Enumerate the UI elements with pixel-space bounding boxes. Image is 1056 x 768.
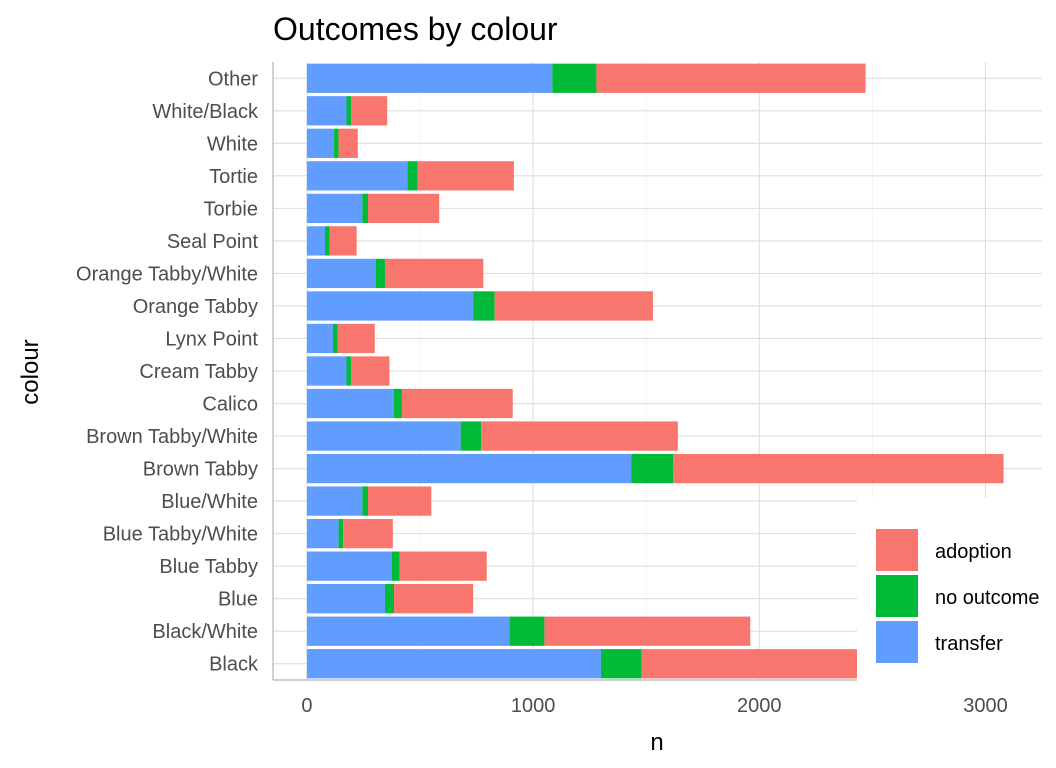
bar-adoption <box>337 323 375 354</box>
chart-title: Outcomes by colour <box>273 11 558 47</box>
y-tick-label: Black <box>209 654 259 676</box>
bar-adoption <box>329 226 357 256</box>
bar-no-outcome <box>334 128 339 158</box>
bar-no-outcome <box>362 193 368 224</box>
y-tick-label: Black/White <box>152 621 258 643</box>
bar-no-outcome <box>391 551 400 581</box>
y-tick-label: Other <box>208 68 258 90</box>
bar-adoption <box>641 649 860 679</box>
y-axis-title: colour <box>17 339 44 404</box>
bar-no-outcome <box>362 486 368 516</box>
bar-adoption <box>481 421 678 451</box>
legend-label: transfer <box>935 633 1003 655</box>
y-tick-label: Calico <box>202 394 258 416</box>
bar-adoption <box>367 193 440 224</box>
bar-transfer <box>306 258 376 289</box>
bar-adoption <box>401 388 513 419</box>
bar-no-outcome <box>338 518 344 549</box>
bar-adoption <box>544 616 751 646</box>
y-tick-label: Orange Tabby/White <box>76 263 258 285</box>
bar-no-outcome <box>509 616 545 646</box>
bar-no-outcome <box>375 258 385 289</box>
bar-transfer <box>306 161 408 191</box>
x-tick-labels: 0 1000 2000 3000 <box>301 695 1007 717</box>
bar-no-outcome <box>384 584 395 614</box>
bar-transfer <box>306 453 632 484</box>
bar-adoption <box>494 291 653 321</box>
bar-adoption <box>338 128 358 158</box>
legend-label: no outcome <box>935 587 1040 609</box>
bar-transfer <box>306 128 335 158</box>
y-tick-label: Tortie <box>209 166 258 188</box>
y-tick-label: Blue <box>218 589 258 611</box>
bar-no-outcome <box>325 226 330 256</box>
bar-no-outcome <box>473 291 495 321</box>
bar-no-outcome <box>631 453 674 484</box>
bar-transfer <box>306 226 326 256</box>
bar-no-outcome <box>552 63 597 93</box>
bar-transfer <box>306 96 347 126</box>
bar-adoption <box>367 486 432 516</box>
y-tick-label: Orange Tabby <box>133 296 258 318</box>
bar-transfer <box>306 388 395 419</box>
bars <box>306 63 1004 679</box>
bar-transfer <box>306 551 392 581</box>
bar-adoption <box>351 356 390 386</box>
bar-transfer <box>306 193 363 224</box>
y-tick-label: Blue Tabby <box>159 556 258 578</box>
legend-label: adoption <box>935 541 1012 563</box>
bar-no-outcome <box>600 649 642 679</box>
y-tick-label: Torbie <box>204 198 258 220</box>
y-tick-label: Brown Tabby <box>143 459 258 481</box>
x-tick-label: 0 <box>301 695 312 717</box>
bar-no-outcome <box>407 161 418 191</box>
bar-transfer <box>306 649 601 679</box>
x-axis-title: n <box>650 729 663 756</box>
bar-transfer <box>306 323 333 354</box>
x-tick-label: 3000 <box>963 695 1008 717</box>
bar-adoption <box>394 584 474 614</box>
bar-transfer <box>306 518 339 549</box>
bar-no-outcome <box>332 323 338 354</box>
bar-adoption <box>343 518 393 549</box>
bar-no-outcome <box>460 421 482 451</box>
bar-adoption <box>596 63 866 93</box>
bar-adoption <box>384 258 484 289</box>
y-tick-label: Seal Point <box>167 231 259 253</box>
legend-key-no-outcome <box>876 575 918 617</box>
y-tick-label: White <box>207 133 258 155</box>
y-tick-label: Brown Tabby/White <box>86 426 258 448</box>
y-tick-label: Blue Tabby/White <box>103 524 258 546</box>
bar-adoption <box>351 96 388 126</box>
bar-transfer <box>306 291 474 321</box>
y-tick-label: White/Black <box>152 101 259 123</box>
x-tick-label: 1000 <box>511 695 556 717</box>
bar-no-outcome <box>394 388 402 419</box>
legend-key-adoption <box>876 529 918 571</box>
bar-adoption <box>399 551 487 581</box>
bar-no-outcome <box>346 356 352 386</box>
legend-key-transfer <box>876 621 918 663</box>
bar-transfer <box>306 63 553 93</box>
bar-transfer <box>306 584 385 614</box>
y-tick-label: Lynx Point <box>165 328 258 350</box>
bar-transfer <box>306 486 363 516</box>
y-tick-labels: Other White/Black White Tortie Torbie Seal Po… <box>76 68 259 675</box>
y-tick-label: Cream Tabby <box>139 361 258 383</box>
bar-transfer <box>306 356 347 386</box>
bar-adoption <box>673 453 1004 484</box>
bar-transfer <box>306 616 510 646</box>
legend: adoption no outcome transfer <box>857 498 1056 688</box>
bar-no-outcome <box>346 96 352 126</box>
bar-adoption <box>417 161 514 191</box>
x-tick-label: 2000 <box>737 695 782 717</box>
y-tick-label: Blue/White <box>161 491 258 513</box>
bar-transfer <box>306 421 461 451</box>
